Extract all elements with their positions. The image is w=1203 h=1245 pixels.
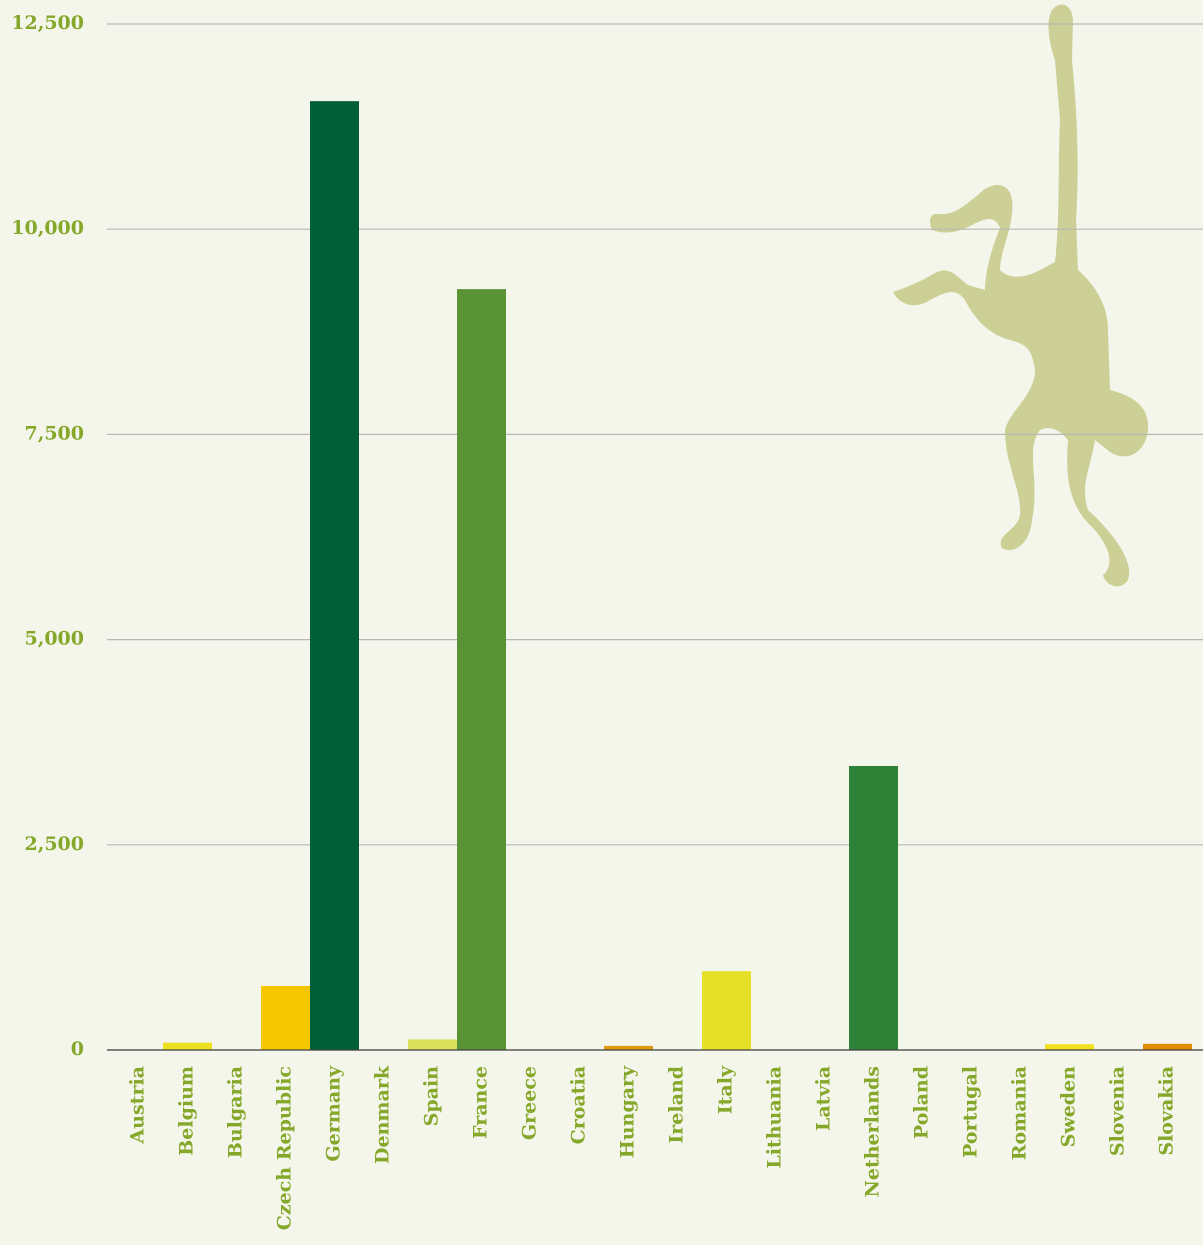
x-tick-label: Bulgaria — [225, 1066, 247, 1158]
x-tick-label: Austria — [127, 1066, 149, 1145]
x-tick-label: Ireland — [666, 1066, 688, 1144]
y-tick-label: 0 — [71, 1038, 84, 1060]
y-tick-label: 7,500 — [25, 422, 85, 444]
x-tick-label: Sweden — [1058, 1066, 1080, 1148]
x-tick-label: Slovakia — [1156, 1066, 1178, 1156]
bar — [163, 1042, 212, 1050]
x-tick-label: Italy — [715, 1065, 737, 1114]
bar — [457, 289, 506, 1050]
x-tick-label: Lithuania — [764, 1066, 786, 1169]
x-tick-label: Poland — [911, 1066, 933, 1139]
x-tick-label: Hungary — [617, 1065, 639, 1158]
x-tick-label: Slovenia — [1107, 1066, 1129, 1156]
x-tick-label: Germany — [323, 1065, 345, 1162]
x-tick-label: Netherlands — [862, 1066, 884, 1197]
bar — [849, 766, 898, 1050]
y-tick-label: 12,500 — [11, 12, 84, 34]
bar — [408, 1039, 457, 1050]
y-tick-label: 10,000 — [11, 217, 84, 239]
x-tick-label: Czech Republic — [274, 1066, 296, 1230]
bar — [604, 1045, 653, 1050]
y-tick-label: 5,000 — [25, 628, 85, 650]
monkey-silhouette — [893, 4, 1149, 587]
x-tick-label: Portugal — [960, 1066, 982, 1158]
x-tick-label: Belgium — [176, 1066, 198, 1156]
bar — [1143, 1043, 1192, 1050]
x-tick-label: France — [470, 1066, 492, 1139]
bar — [261, 985, 310, 1050]
y-tick-label: 2,500 — [25, 833, 85, 855]
x-tick-label: Romania — [1009, 1066, 1031, 1160]
bar — [1045, 1044, 1094, 1050]
bar — [702, 971, 751, 1050]
x-tick-label: Spain — [421, 1066, 443, 1127]
bar — [310, 101, 359, 1050]
x-tick-label: Greece — [519, 1066, 541, 1140]
x-tick-label: Croatia — [568, 1066, 590, 1144]
x-tick-label: Denmark — [372, 1065, 394, 1164]
x-tick-label: Latvia — [813, 1066, 835, 1131]
